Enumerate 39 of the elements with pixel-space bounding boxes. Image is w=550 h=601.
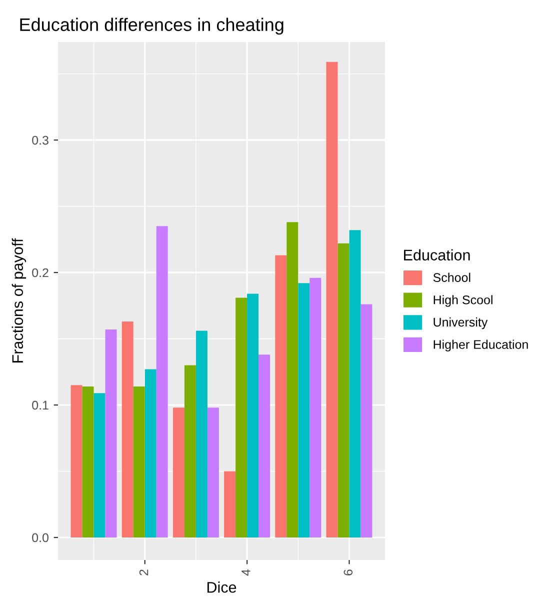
x-tick-label: 6 bbox=[344, 570, 353, 576]
bar bbox=[310, 278, 322, 538]
chart-title: Education differences in cheating bbox=[20, 18, 284, 35]
bar bbox=[82, 386, 94, 538]
x-axis-title: Dice bbox=[207, 582, 236, 593]
y-tick-label: 0.1 bbox=[32, 400, 48, 410]
bar bbox=[184, 365, 196, 538]
bar bbox=[224, 471, 236, 538]
bar bbox=[70, 385, 82, 538]
bar bbox=[247, 294, 259, 538]
legend-title: Education bbox=[404, 249, 470, 260]
legend-label: University bbox=[434, 317, 488, 330]
bar bbox=[326, 62, 338, 538]
bar bbox=[196, 330, 208, 538]
legend-label: Higher Education bbox=[434, 340, 528, 352]
bar bbox=[156, 226, 168, 538]
bar bbox=[105, 329, 117, 538]
y-tick-label: 0.2 bbox=[32, 268, 48, 278]
bar bbox=[172, 408, 184, 538]
x-tick-label: 4 bbox=[242, 569, 250, 576]
y-tick-label: 0.0 bbox=[32, 533, 48, 542]
x-tick-label: 2 bbox=[139, 570, 148, 576]
y-tick-label: 0.3 bbox=[32, 136, 48, 145]
legend-label: School bbox=[433, 272, 470, 282]
bar bbox=[133, 386, 145, 538]
bar bbox=[298, 283, 310, 538]
bar bbox=[236, 298, 248, 538]
legend-label: High Scool bbox=[434, 295, 492, 307]
bar bbox=[258, 354, 270, 538]
bar bbox=[349, 230, 361, 538]
bar bbox=[360, 304, 372, 538]
y-axis-title: Fractions of payoff bbox=[12, 238, 26, 362]
bar bbox=[122, 322, 134, 538]
bar bbox=[275, 255, 287, 538]
bar bbox=[286, 222, 298, 538]
bar bbox=[94, 393, 106, 538]
bar bbox=[144, 369, 156, 538]
bar bbox=[207, 408, 219, 538]
bar bbox=[338, 243, 350, 538]
